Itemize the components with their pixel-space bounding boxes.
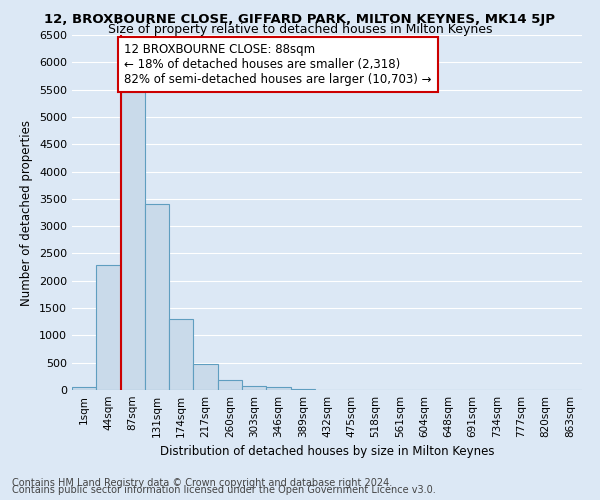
Bar bbox=[193, 364, 218, 390]
Bar bbox=[145, 204, 169, 390]
Bar bbox=[169, 319, 193, 390]
X-axis label: Distribution of detached houses by size in Milton Keynes: Distribution of detached houses by size … bbox=[160, 446, 494, 458]
Y-axis label: Number of detached properties: Number of detached properties bbox=[20, 120, 34, 306]
Bar bbox=[218, 380, 242, 390]
Bar bbox=[96, 266, 121, 390]
Bar bbox=[72, 388, 96, 390]
Bar bbox=[121, 92, 145, 390]
Text: 12 BROXBOURNE CLOSE: 88sqm
← 18% of detached houses are smaller (2,318)
82% of s: 12 BROXBOURNE CLOSE: 88sqm ← 18% of deta… bbox=[124, 43, 432, 86]
Bar bbox=[242, 386, 266, 390]
Text: Contains HM Land Registry data © Crown copyright and database right 2024.: Contains HM Land Registry data © Crown c… bbox=[12, 478, 392, 488]
Text: Contains public sector information licensed under the Open Government Licence v3: Contains public sector information licen… bbox=[12, 485, 436, 495]
Text: 12, BROXBOURNE CLOSE, GIFFARD PARK, MILTON KEYNES, MK14 5JP: 12, BROXBOURNE CLOSE, GIFFARD PARK, MILT… bbox=[44, 12, 556, 26]
Bar bbox=[290, 389, 315, 390]
Text: Size of property relative to detached houses in Milton Keynes: Size of property relative to detached ho… bbox=[108, 22, 492, 36]
Bar bbox=[266, 388, 290, 390]
